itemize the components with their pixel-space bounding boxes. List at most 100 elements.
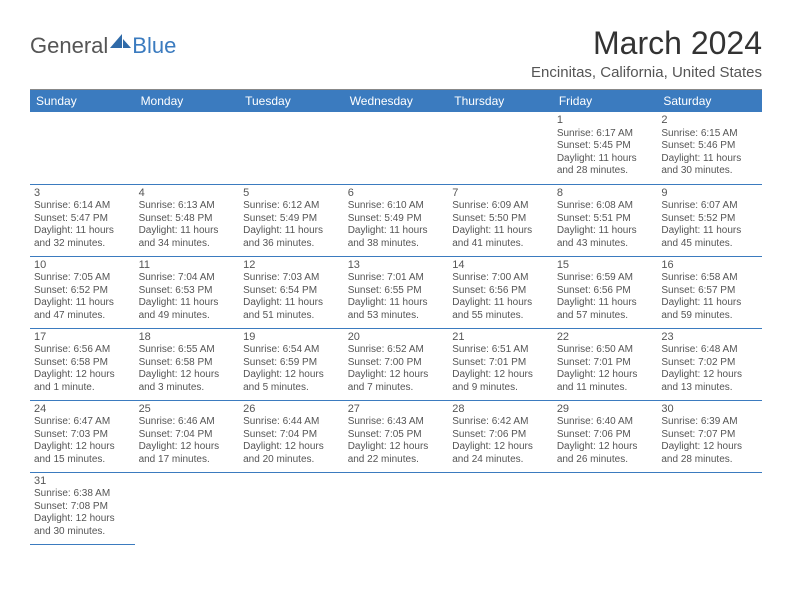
calendar-cell [344,472,449,544]
sunrise-text: Sunrise: 7:00 AM [452,272,549,285]
daylight-text: Daylight: 12 hours and 7 minutes. [348,369,445,394]
sunset-text: Sunset: 6:52 PM [34,285,131,298]
daylight-text: Daylight: 12 hours and 13 minutes. [661,369,758,394]
sunset-text: Sunset: 7:00 PM [348,357,445,370]
sunset-text: Sunset: 7:04 PM [243,429,340,442]
daylight-text: Daylight: 12 hours and 1 minute. [34,369,131,394]
day-number: 28 [452,403,549,417]
sunrise-text: Sunrise: 6:43 AM [348,416,445,429]
calendar-cell [448,112,553,184]
calendar-cell [657,472,762,544]
weekday-header: Monday [135,90,240,112]
daylight-text: Daylight: 12 hours and 20 minutes. [243,441,340,466]
sunset-text: Sunset: 7:01 PM [557,357,654,370]
sunset-text: Sunset: 6:56 PM [557,285,654,298]
sunset-text: Sunset: 5:50 PM [452,213,549,226]
sunrise-text: Sunrise: 6:52 AM [348,344,445,357]
calendar-cell: 13Sunrise: 7:01 AMSunset: 6:55 PMDayligh… [344,256,449,328]
sunrise-text: Sunrise: 6:44 AM [243,416,340,429]
sunrise-text: Sunrise: 7:04 AM [139,272,236,285]
calendar-cell: 9Sunrise: 6:07 AMSunset: 5:52 PMDaylight… [657,184,762,256]
calendar-cell: 14Sunrise: 7:00 AMSunset: 6:56 PMDayligh… [448,256,553,328]
day-number: 16 [661,259,758,273]
weekday-header: Sunday [30,90,135,112]
logo-text-general: General [30,33,108,59]
calendar-cell: 30Sunrise: 6:39 AMSunset: 7:07 PMDayligh… [657,400,762,472]
sunset-text: Sunset: 5:47 PM [34,213,131,226]
daylight-text: Daylight: 11 hours and 53 minutes. [348,297,445,322]
sunrise-text: Sunrise: 6:12 AM [243,200,340,213]
sunset-text: Sunset: 7:08 PM [34,501,131,514]
sunrise-text: Sunrise: 6:15 AM [661,128,758,141]
daylight-text: Daylight: 11 hours and 38 minutes. [348,225,445,250]
daylight-text: Daylight: 11 hours and 43 minutes. [557,225,654,250]
daylight-text: Daylight: 11 hours and 32 minutes. [34,225,131,250]
day-number: 5 [243,187,340,201]
sunset-text: Sunset: 7:03 PM [34,429,131,442]
sunset-text: Sunset: 5:48 PM [139,213,236,226]
calendar-cell: 16Sunrise: 6:58 AMSunset: 6:57 PMDayligh… [657,256,762,328]
sunset-text: Sunset: 7:02 PM [661,357,758,370]
day-number: 15 [557,259,654,273]
sunrise-text: Sunrise: 7:03 AM [243,272,340,285]
logo-text-blue: Blue [132,33,176,59]
calendar-cell: 10Sunrise: 7:05 AMSunset: 6:52 PMDayligh… [30,256,135,328]
calendar-cell [135,472,240,544]
daylight-text: Daylight: 12 hours and 30 minutes. [34,513,131,538]
day-number: 13 [348,259,445,273]
sunset-text: Sunset: 7:01 PM [452,357,549,370]
sunset-text: Sunset: 7:04 PM [139,429,236,442]
sunset-text: Sunset: 6:55 PM [348,285,445,298]
day-number: 30 [661,403,758,417]
calendar-cell: 27Sunrise: 6:43 AMSunset: 7:05 PMDayligh… [344,400,449,472]
calendar-cell: 6Sunrise: 6:10 AMSunset: 5:49 PMDaylight… [344,184,449,256]
calendar-cell: 23Sunrise: 6:48 AMSunset: 7:02 PMDayligh… [657,328,762,400]
weekday-header: Thursday [448,90,553,112]
sunrise-text: Sunrise: 6:14 AM [34,200,131,213]
daylight-text: Daylight: 12 hours and 28 minutes. [661,441,758,466]
weekday-header: Tuesday [239,90,344,112]
sunset-text: Sunset: 6:53 PM [139,285,236,298]
daylight-text: Daylight: 11 hours and 51 minutes. [243,297,340,322]
sunset-text: Sunset: 5:45 PM [557,140,654,153]
calendar-cell: 31Sunrise: 6:38 AMSunset: 7:08 PMDayligh… [30,472,135,544]
sunset-text: Sunset: 7:07 PM [661,429,758,442]
sunrise-text: Sunrise: 6:10 AM [348,200,445,213]
calendar-header-row: SundayMondayTuesdayWednesdayThursdayFrid… [30,90,762,112]
weekday-header: Friday [553,90,658,112]
daylight-text: Daylight: 11 hours and 34 minutes. [139,225,236,250]
sunrise-text: Sunrise: 6:51 AM [452,344,549,357]
sunrise-text: Sunrise: 6:56 AM [34,344,131,357]
title-block: March 2024 Encinitas, California, United… [531,25,762,81]
daylight-text: Daylight: 11 hours and 28 minutes. [557,153,654,178]
sunrise-text: Sunrise: 6:48 AM [661,344,758,357]
sunrise-text: Sunrise: 6:40 AM [557,416,654,429]
daylight-text: Daylight: 11 hours and 49 minutes. [139,297,236,322]
sunrise-text: Sunrise: 6:47 AM [34,416,131,429]
daylight-text: Daylight: 12 hours and 26 minutes. [557,441,654,466]
page-title: March 2024 [531,25,762,62]
day-number: 29 [557,403,654,417]
daylight-text: Daylight: 11 hours and 47 minutes. [34,297,131,322]
weekday-header: Wednesday [344,90,449,112]
day-number: 9 [661,187,758,201]
daylight-text: Daylight: 12 hours and 5 minutes. [243,369,340,394]
calendar-cell [553,472,658,544]
sunrise-text: Sunrise: 6:58 AM [661,272,758,285]
calendar-cell [135,112,240,184]
sunrise-text: Sunrise: 7:05 AM [34,272,131,285]
day-number: 1 [557,114,654,128]
calendar-cell: 17Sunrise: 6:56 AMSunset: 6:58 PMDayligh… [30,328,135,400]
calendar-cell: 28Sunrise: 6:42 AMSunset: 7:06 PMDayligh… [448,400,553,472]
calendar-cell [448,472,553,544]
daylight-text: Daylight: 11 hours and 55 minutes. [452,297,549,322]
calendar-cell [30,112,135,184]
calendar-cell: 29Sunrise: 6:40 AMSunset: 7:06 PMDayligh… [553,400,658,472]
calendar-cell: 15Sunrise: 6:59 AMSunset: 6:56 PMDayligh… [553,256,658,328]
day-number: 14 [452,259,549,273]
daylight-text: Daylight: 12 hours and 9 minutes. [452,369,549,394]
daylight-text: Daylight: 11 hours and 57 minutes. [557,297,654,322]
sunset-text: Sunset: 7:06 PM [557,429,654,442]
sunrise-text: Sunrise: 7:01 AM [348,272,445,285]
calendar-cell: 26Sunrise: 6:44 AMSunset: 7:04 PMDayligh… [239,400,344,472]
